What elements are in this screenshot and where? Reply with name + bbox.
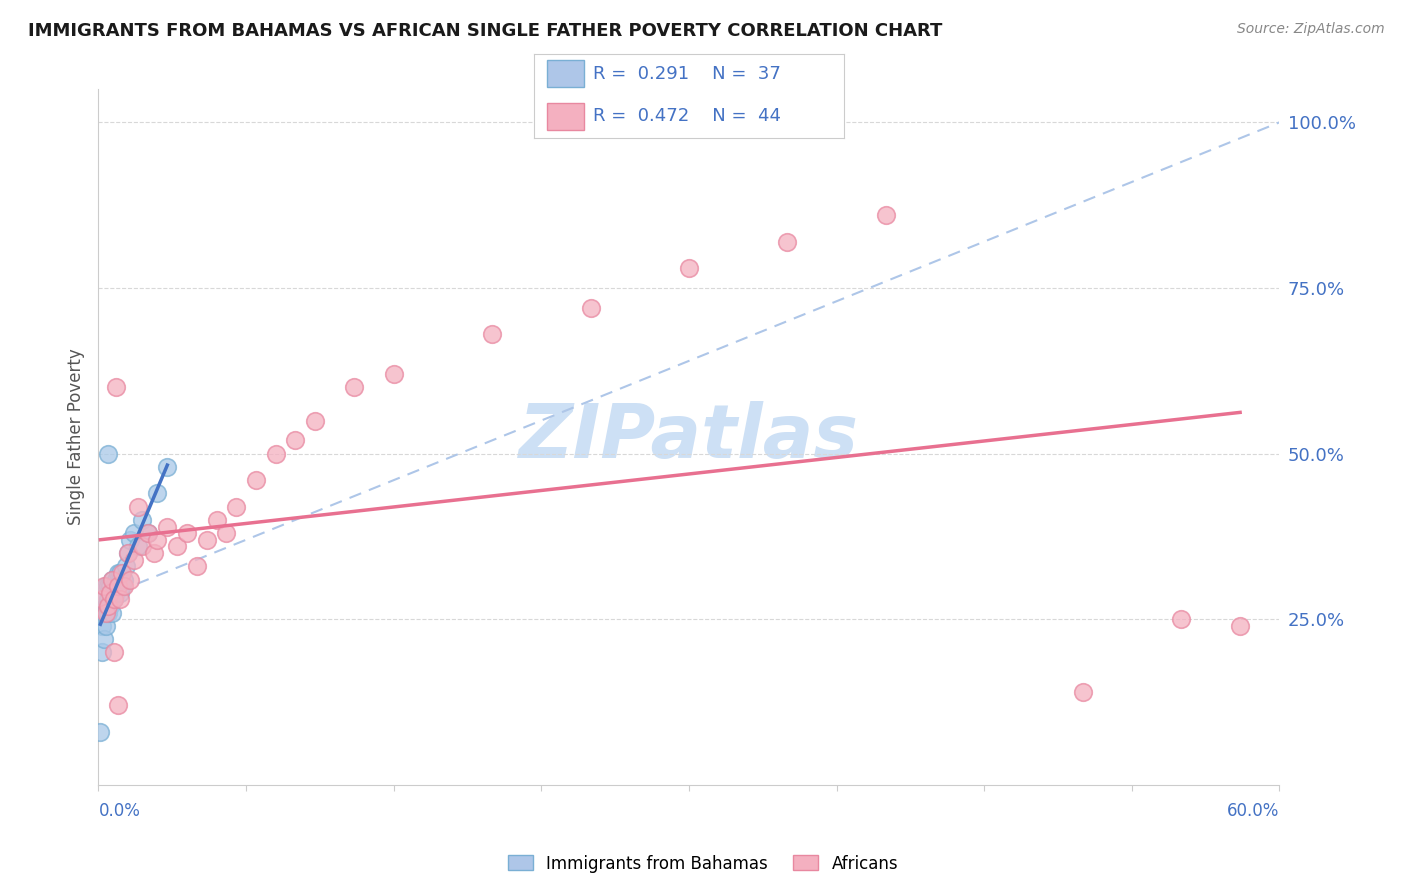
Point — [108, 592, 131, 607]
Point — [98, 599, 121, 613]
Point — [98, 579, 121, 593]
Point — [93, 579, 115, 593]
Point — [304, 413, 326, 427]
Point — [101, 606, 124, 620]
Point — [97, 579, 120, 593]
Point — [579, 301, 602, 315]
Point — [93, 632, 115, 647]
Point — [108, 566, 131, 580]
Point — [245, 473, 267, 487]
Point — [105, 380, 128, 394]
Point — [96, 606, 118, 620]
Point — [91, 592, 114, 607]
Point — [108, 586, 131, 600]
Point — [107, 566, 129, 580]
Point — [96, 579, 118, 593]
Point — [156, 519, 179, 533]
Point — [186, 559, 208, 574]
Point — [481, 327, 503, 342]
Point — [156, 459, 179, 474]
Text: ZIPatlas: ZIPatlas — [519, 401, 859, 474]
Point — [678, 261, 700, 276]
Point — [1229, 619, 1251, 633]
Point — [96, 619, 118, 633]
Point — [875, 208, 897, 222]
Point — [103, 592, 125, 607]
Bar — [547, 103, 583, 130]
Point — [215, 526, 238, 541]
Point — [98, 586, 121, 600]
Point — [117, 546, 139, 560]
Point — [117, 546, 139, 560]
Point — [176, 526, 198, 541]
Point — [97, 606, 120, 620]
Point — [131, 513, 153, 527]
Point — [205, 513, 228, 527]
Point — [122, 552, 145, 566]
Text: R =  0.291    N =  37: R = 0.291 N = 37 — [593, 65, 780, 83]
Point — [91, 619, 114, 633]
Point — [107, 579, 129, 593]
Point — [118, 573, 141, 587]
Point — [97, 592, 120, 607]
Point — [111, 566, 134, 580]
Point — [1071, 685, 1094, 699]
Point — [101, 573, 124, 587]
Y-axis label: Single Father Poverty: Single Father Poverty — [66, 349, 84, 525]
Point — [97, 447, 120, 461]
Point — [166, 540, 188, 554]
Point — [127, 500, 149, 514]
Point — [103, 592, 125, 607]
Point — [107, 698, 129, 713]
Point — [103, 645, 125, 659]
Point — [91, 645, 114, 659]
Bar — [547, 61, 583, 87]
Point — [112, 579, 135, 593]
Point — [136, 526, 159, 541]
Point — [93, 606, 115, 620]
Point — [343, 380, 366, 394]
Text: IMMIGRANTS FROM BAHAMAS VS AFRICAN SINGLE FATHER POVERTY CORRELATION CHART: IMMIGRANTS FROM BAHAMAS VS AFRICAN SINGL… — [28, 22, 942, 40]
Legend: Immigrants from Bahamas, Africans: Immigrants from Bahamas, Africans — [502, 848, 904, 880]
Point — [142, 546, 165, 560]
Point — [97, 599, 120, 613]
Point — [115, 559, 138, 574]
Point — [122, 526, 145, 541]
Point — [93, 592, 115, 607]
Point — [112, 573, 135, 587]
Point — [225, 500, 247, 514]
Point — [382, 367, 405, 381]
Point — [131, 540, 153, 554]
Point — [284, 434, 307, 448]
Point — [107, 579, 129, 593]
Point — [195, 533, 218, 547]
Point — [105, 586, 128, 600]
Point — [127, 540, 149, 554]
Point — [146, 533, 169, 547]
Text: 0.0%: 0.0% — [98, 802, 141, 820]
Point — [96, 599, 118, 613]
Point — [136, 526, 159, 541]
Point — [118, 533, 141, 547]
Text: Source: ZipAtlas.com: Source: ZipAtlas.com — [1237, 22, 1385, 37]
Point — [101, 573, 124, 587]
Point — [89, 725, 111, 739]
Point — [111, 579, 134, 593]
Text: 60.0%: 60.0% — [1227, 802, 1279, 820]
Point — [146, 486, 169, 500]
Text: R =  0.472    N =  44: R = 0.472 N = 44 — [593, 107, 782, 125]
Point — [103, 579, 125, 593]
Point — [101, 592, 124, 607]
Point — [105, 573, 128, 587]
Point — [1170, 612, 1192, 626]
Point — [264, 447, 287, 461]
Point — [776, 235, 799, 249]
